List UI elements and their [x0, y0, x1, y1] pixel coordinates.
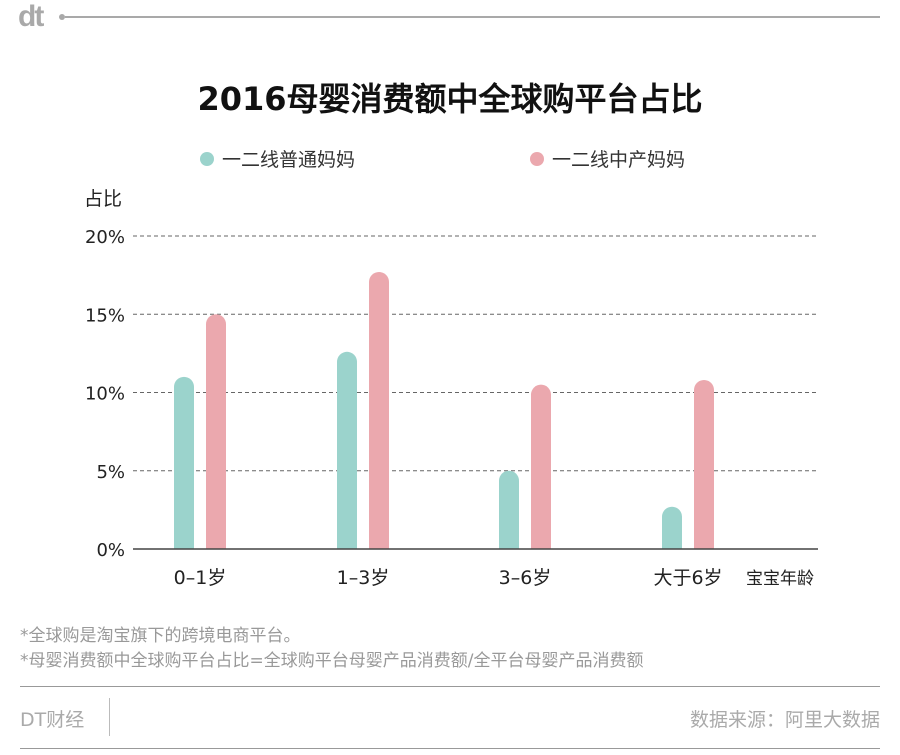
legend-swatch: [530, 151, 544, 166]
y-tick-label: 5%: [96, 462, 125, 483]
legend-item-series-2: 一二线中产妈妈: [530, 145, 685, 172]
bottom-rule: [20, 748, 880, 749]
legend-label: 一二线中产妈妈: [552, 149, 686, 171]
footer-brand: DT财经: [20, 709, 85, 731]
header-dot: [59, 14, 65, 20]
bar: [531, 384, 551, 549]
legend-label: 一二线普通妈妈: [222, 149, 356, 171]
y-axis-label: 占比: [84, 188, 123, 210]
x-tick-label: 大于6岁: [653, 567, 722, 589]
legend-swatch: [200, 151, 214, 166]
y-tick-label: 10%: [85, 384, 125, 405]
y-tick-label: 0%: [96, 540, 125, 561]
x-axis-label: 宝宝年龄: [746, 569, 814, 589]
footer-source: 数据来源：阿里大数据: [689, 709, 880, 731]
footer-divider: [109, 698, 110, 736]
bar: [369, 271, 389, 549]
legend-item-series-1: 一二线普通妈妈: [200, 145, 355, 172]
y-tick-label: 15%: [85, 305, 125, 326]
y-tick-label: 20%: [85, 227, 125, 248]
chart-title: 2016母婴消费额中全球购平台占比: [197, 80, 703, 118]
bar: [499, 470, 519, 549]
bar-chart: 0% 5% 10% 15% 20% 0–1岁 1–3岁 3–6岁 大于6岁 宝宝年龄: [85, 227, 818, 589]
dt-logo: dt: [18, 0, 44, 33]
footnote-1: *全球购是淘宝旗下的跨境电商平台。: [20, 626, 301, 646]
x-tick-label: 0–1岁: [174, 567, 227, 589]
footer-rule: [20, 686, 880, 687]
bar: [694, 379, 714, 549]
bar: [174, 376, 194, 549]
x-tick-label: 3–6岁: [499, 567, 552, 589]
bar: [206, 314, 226, 549]
header-rule: [65, 16, 880, 18]
footnote-2: *母婴消费额中全球购平台占比=全球购平台母婴产品消费额/全平台母婴产品消费额: [20, 651, 644, 671]
bar: [662, 506, 682, 549]
x-tick-label: 1–3岁: [337, 567, 390, 589]
bar: [337, 351, 357, 549]
